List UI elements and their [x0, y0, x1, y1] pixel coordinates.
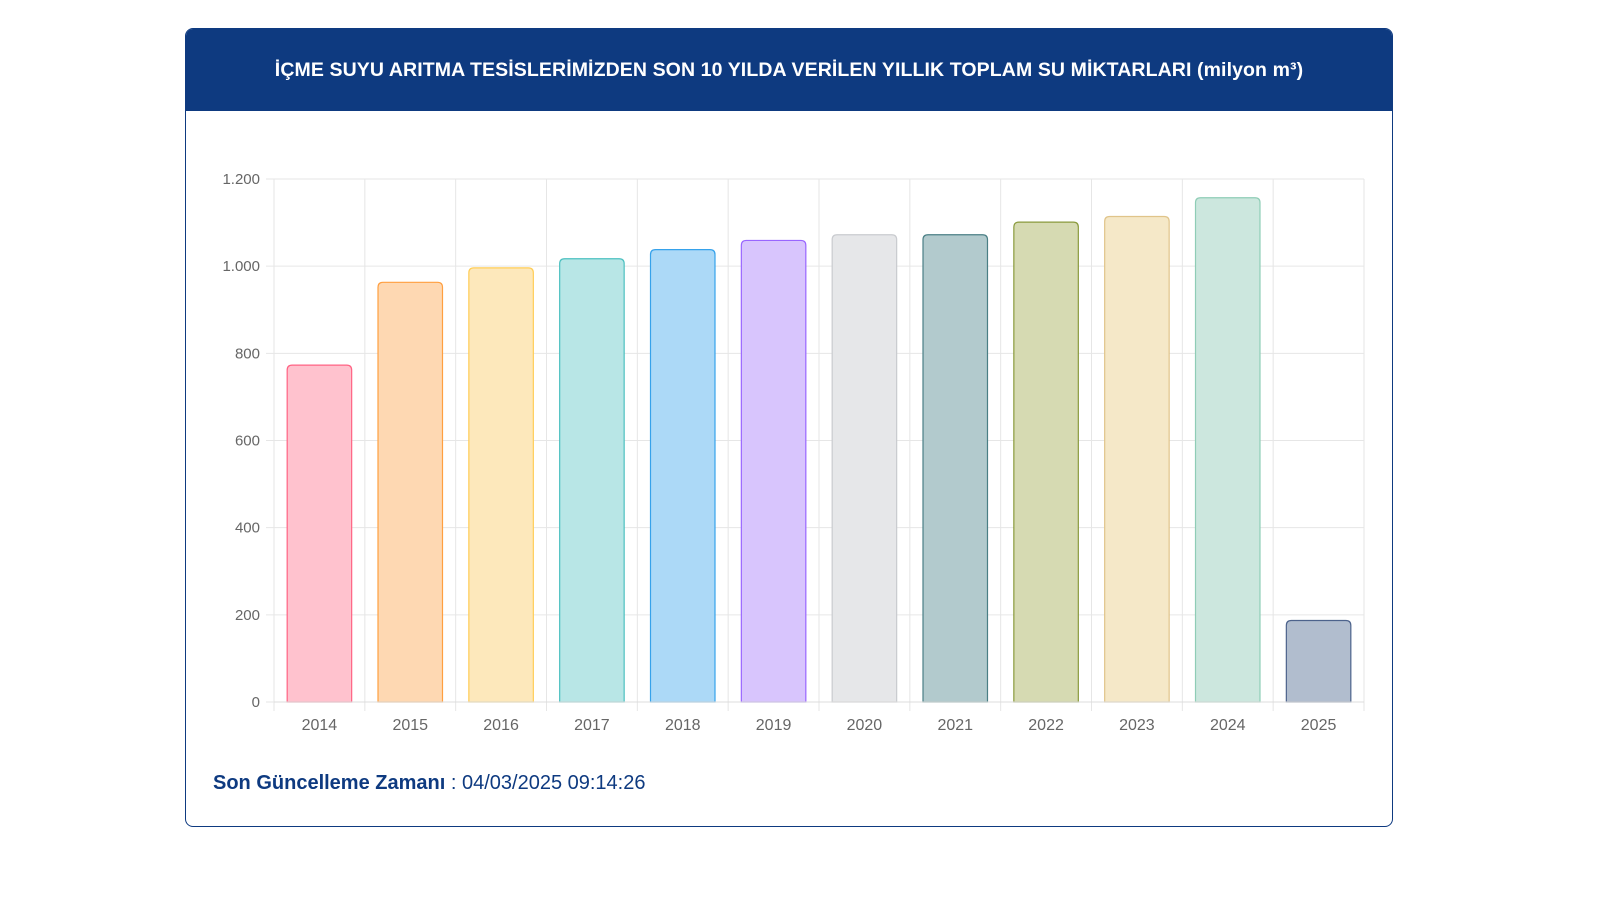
- x-tick-label: 2015: [392, 717, 428, 734]
- x-tick-label: 2017: [574, 717, 610, 734]
- bar-2014: [286, 364, 353, 703]
- x-tick-label: 2016: [483, 717, 519, 734]
- bar-2017: [559, 258, 625, 703]
- chart-title: İÇME SUYU ARITMA TESİSLERİMİZDEN SON 10 …: [274, 58, 1304, 81]
- x-tick-label: 2014: [302, 717, 338, 734]
- bar-2019: [740, 239, 807, 703]
- last-update-separator: :: [445, 772, 462, 794]
- y-tick-label: 600: [235, 433, 260, 450]
- y-tick-label: 400: [235, 520, 260, 537]
- last-update: Son Güncelleme Zamanı : 04/03/2025 09:14…: [213, 772, 645, 795]
- last-update-label: Son Güncelleme Zamanı: [213, 772, 446, 794]
- chart-card: İÇME SUYU ARITMA TESİSLERİMİZDEN SON 10 …: [185, 28, 1393, 827]
- y-tick-label: 0: [252, 694, 260, 711]
- x-tick-label: 2022: [1028, 717, 1064, 734]
- bar-2015: [377, 281, 444, 703]
- x-tick-label: 2020: [847, 717, 883, 734]
- x-tick-label: 2021: [937, 717, 973, 734]
- y-tick-label: 200: [235, 607, 260, 624]
- bar-2022: [1013, 221, 1079, 703]
- bar-2025: [1285, 619, 1352, 703]
- x-tick-label: 2018: [665, 717, 701, 734]
- bar-2023: [1104, 215, 1170, 703]
- x-tick-label: 2024: [1210, 717, 1246, 734]
- last-update-timestamp: 04/03/2025 09:14:26: [461, 772, 646, 794]
- bar-2020: [831, 234, 898, 703]
- y-tick-label: 1.000: [222, 258, 260, 275]
- bar-2024: [1194, 197, 1261, 703]
- bar-2018: [649, 249, 716, 703]
- x-tick-label: 2023: [1119, 717, 1155, 734]
- bar-chart: 0 200 400 600 800 1.000 1.200 2014 2015 2016 2017 2…: [222, 171, 1365, 734]
- y-tick-label: 800: [235, 345, 260, 362]
- x-tick-label: 2025: [1301, 717, 1337, 734]
- bar-2021: [922, 234, 989, 703]
- y-tick-label: 1.200: [222, 171, 260, 188]
- x-tick-label: 2019: [756, 717, 792, 734]
- bar-2016: [468, 267, 534, 703]
- chart-area: 0 200 400 600 800 1.000 1.200 2014 2015 2016 2017 2…: [186, 111, 1392, 751]
- card-header: İÇME SUYU ARITMA TESİSLERİMİZDEN SON 10 …: [186, 29, 1392, 111]
